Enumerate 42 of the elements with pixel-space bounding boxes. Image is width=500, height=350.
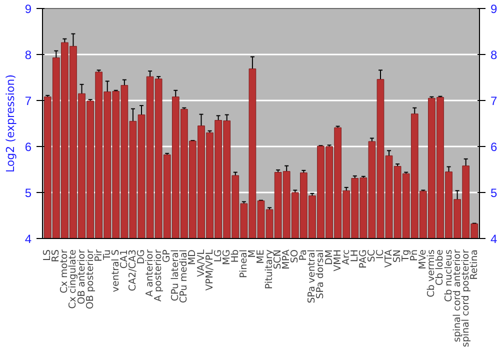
y2-tick-label: 8 [490,48,498,62]
y2-tick-label: 9 [490,2,498,16]
x-tick-label: DM [324,249,335,266]
x-tick-label: A posterior [153,249,164,302]
x-tick-label: Cx cingulate [68,249,79,309]
x-tick-label: Retina [468,249,480,280]
x-tick-label: MD [187,249,198,266]
x-tick-label: Pituitary [264,249,276,290]
x-tick-label: Arc [340,249,352,265]
y-tick-label: 4 [24,232,32,246]
x-tick-label: LG [212,250,224,262]
x-tick-label: OB posterior [84,249,96,310]
x-tick-label: spinal cord posterior [460,249,472,348]
x-tick-label: SPa dorsal [315,249,326,299]
x-tick-label: ME [256,249,266,264]
y-tick-label: 7 [24,94,32,108]
y-tick-label: 9 [24,2,32,16]
y2-tick-label: 7 [490,94,498,108]
y2-tick-label: 6 [490,140,498,154]
x-tick-label: Tg [400,249,412,262]
x-tick-label: CA1 [118,249,130,269]
x-tick-label: LH [349,250,360,262]
x-tick-label: ventral S [110,249,122,292]
x-tick-label: SC [366,249,378,262]
x-tick-label: Cb lobe [434,249,446,286]
y-tick-label: 5 [24,186,32,200]
x-tick-label: Pineal [238,249,250,278]
x-tick-label: CA2/CA3 [127,249,138,292]
x-tick-label: VMH [332,249,344,272]
y2-tick-label: 4 [490,232,498,246]
y2-tick-label: 5 [490,186,498,200]
x-tick-label: Tu [102,249,113,261]
x-tick-label: Pir [93,249,104,262]
x-tick-label: VPM/VPL [204,248,216,291]
y-axis-title: Log2 (expression) [4,74,17,173]
y-tick-label: 8 [24,48,32,62]
x-tick-label: PAG [358,249,369,268]
x-tick-label: IC [374,249,386,259]
x-tick-label: VA/VL [196,248,207,277]
x-tick-label: Hb [230,249,241,263]
x-tick-label: M [246,249,258,258]
y-tick-label: 6 [24,140,32,154]
